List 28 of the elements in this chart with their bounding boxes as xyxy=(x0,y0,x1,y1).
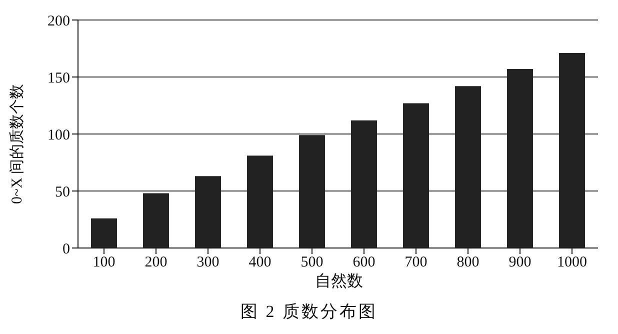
y-tick-label: 0 xyxy=(62,241,70,258)
bar xyxy=(455,86,481,248)
bar xyxy=(143,193,169,248)
x-tick-label: 100 xyxy=(92,254,116,271)
x-tick-label: 800 xyxy=(456,254,480,271)
x-tick-label: 900 xyxy=(508,254,532,271)
bar xyxy=(91,218,117,248)
bar xyxy=(507,69,533,248)
bar xyxy=(403,103,429,248)
y-tick-label: 50 xyxy=(55,184,70,200)
x-tick-label: 300 xyxy=(196,254,220,271)
bar xyxy=(195,176,221,248)
bar xyxy=(559,53,585,248)
y-tick-label: 100 xyxy=(48,127,70,144)
x-tick-label: 200 xyxy=(144,254,168,271)
bar xyxy=(299,135,325,248)
x-tick-label: 400 xyxy=(248,254,272,271)
x-tick-label: 500 xyxy=(300,254,324,271)
y-axis-title: 0~X 间的质数个数 xyxy=(8,84,26,204)
y-tick-label: 200 xyxy=(48,13,70,30)
x-tick-label: 1000 xyxy=(557,254,587,271)
x-axis-title: 自然数 xyxy=(314,272,364,292)
x-tick-label: 700 xyxy=(404,254,428,271)
y-tick-label: 150 xyxy=(48,70,70,86)
text: 图 2 质数分布图 xyxy=(240,301,378,323)
bar xyxy=(351,120,377,248)
bar xyxy=(247,156,273,248)
x-tick-label: 600 xyxy=(352,254,376,271)
